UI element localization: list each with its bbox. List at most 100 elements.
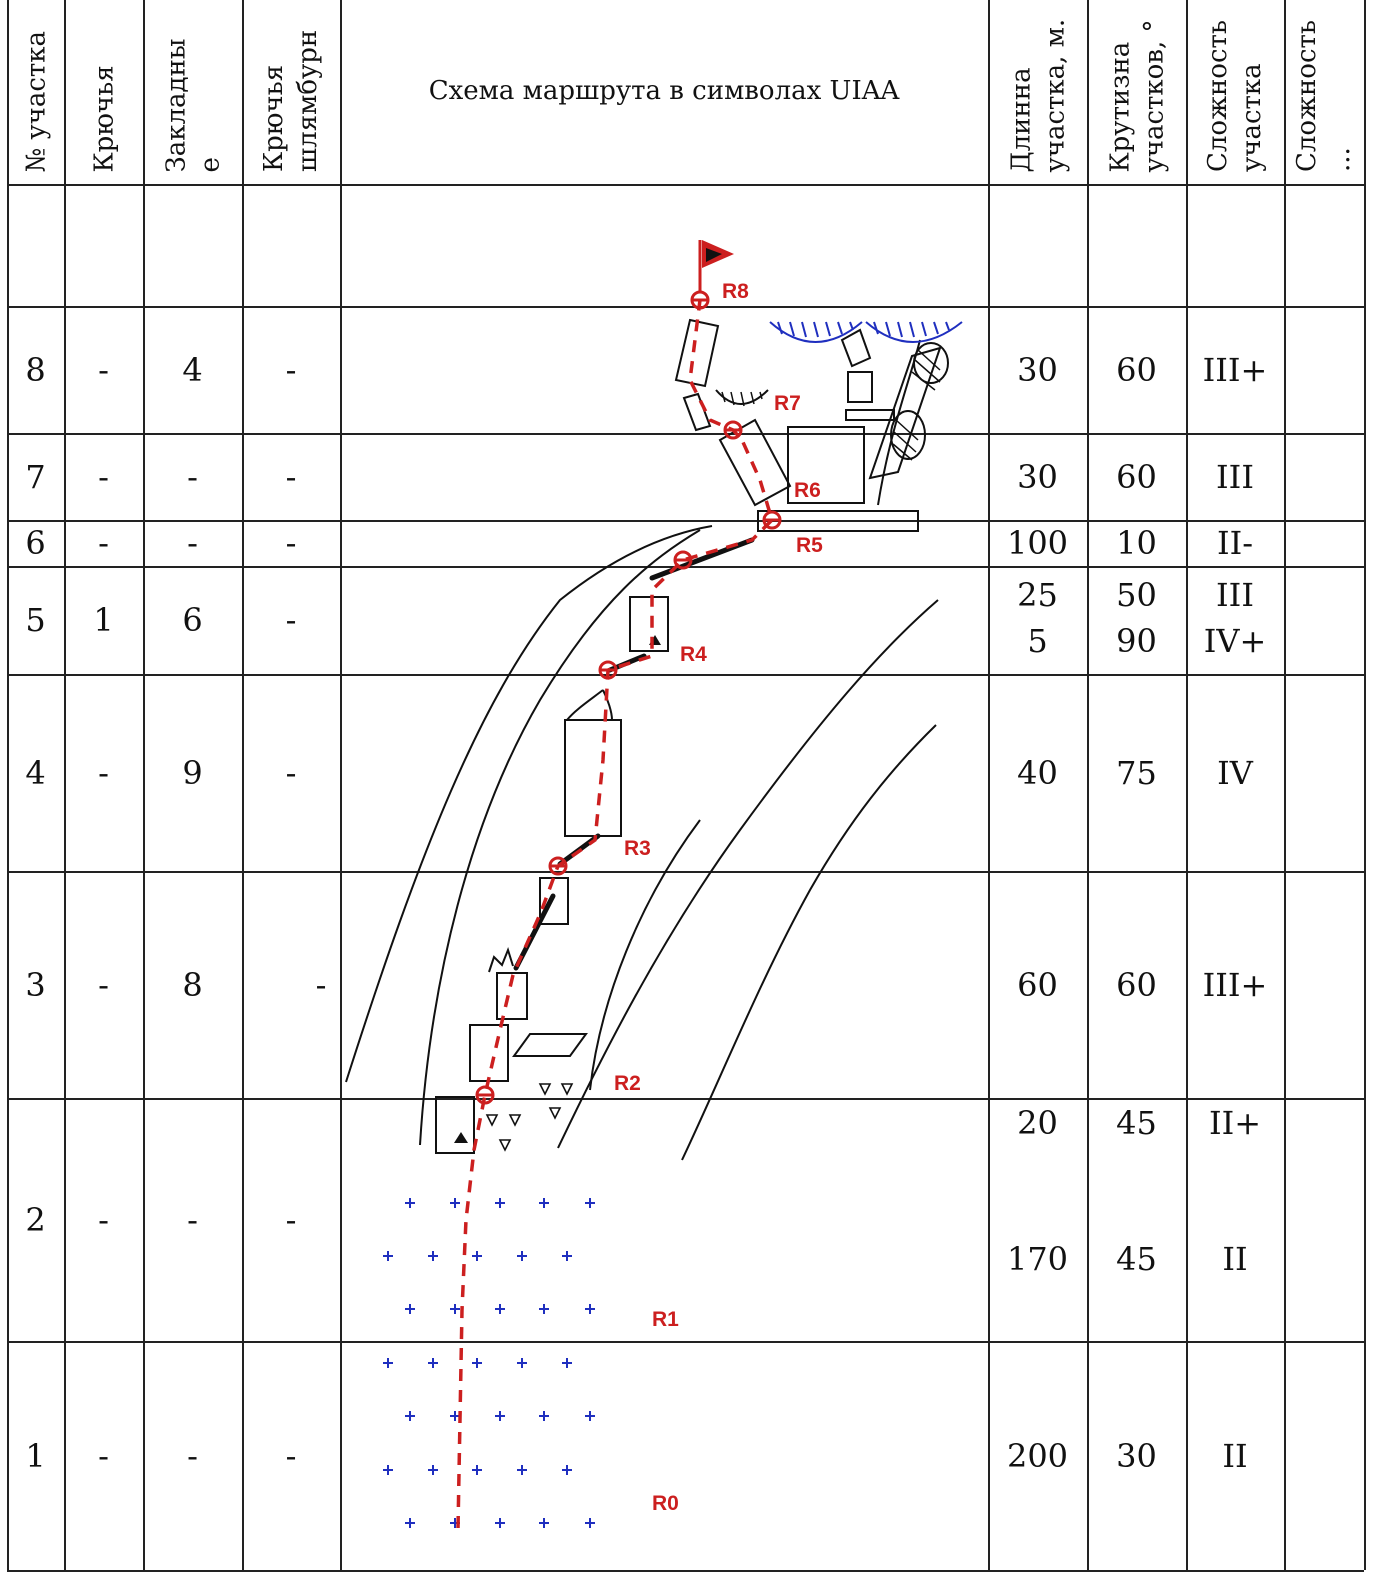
scree-plus [472, 1251, 482, 1261]
row-difficulty: IV [1217, 753, 1253, 792]
scree-plus [383, 1251, 393, 1261]
fixed-rope-segments [513, 537, 755, 971]
scree-plus [495, 1411, 505, 1421]
scree-plus [539, 1198, 549, 1208]
row-length: 30 [1017, 457, 1058, 496]
row-nuts: - [187, 457, 198, 496]
row-pitons: - [98, 1436, 109, 1475]
grid-line [988, 0, 990, 1570]
row-number: 3 [25, 965, 46, 1004]
rock-block [674, 318, 720, 388]
scree-plus [517, 1358, 527, 1368]
slope-curve [681, 724, 937, 1161]
scree-plus [517, 1251, 527, 1261]
grid-line [1364, 0, 1366, 1570]
row-difficulty: II- [1216, 524, 1254, 562]
row-pitons: - [98, 1200, 109, 1239]
scree-plus [383, 1358, 393, 1368]
grid-line [7, 1341, 1364, 1343]
belay-point-r7 [723, 420, 743, 440]
scree-plus [405, 1411, 415, 1421]
scree-plus [585, 1198, 595, 1208]
row-steepness: 45 [1116, 1104, 1157, 1142]
grid-line [7, 1570, 1364, 1572]
scree-plus [517, 1465, 527, 1475]
grid-line [1087, 0, 1089, 1570]
row-bolts: - [285, 457, 297, 496]
scree-plus [585, 1411, 595, 1421]
row-bolts: - [285, 524, 297, 562]
row-difficulty: II+ [1208, 1104, 1262, 1142]
row-difficulty: IV+ [1203, 622, 1267, 660]
header-scheme: Схема маршрута в символах UIAA [428, 76, 900, 106]
grid-line [7, 1098, 1364, 1100]
route-label-r1: R1 [652, 1308, 679, 1331]
row-steepness: 50 [1116, 576, 1157, 614]
rubble-triangle-icon [485, 1083, 574, 1152]
scree-plus [539, 1411, 549, 1421]
scree-plus [585, 1304, 595, 1314]
row-number: 2 [25, 1200, 46, 1239]
scree-plus [495, 1198, 505, 1208]
scree-plus [405, 1304, 415, 1314]
row-pitons: - [98, 350, 109, 389]
row-length: 25 [1017, 576, 1058, 614]
scree-plus [405, 1198, 415, 1208]
grid-line [7, 433, 1364, 435]
row-nuts: 4 [182, 350, 203, 389]
snow-cornice-icon [769, 321, 963, 343]
belay-points [475, 290, 782, 1105]
route-label-r3: R3 [624, 837, 651, 860]
slope-curve [419, 529, 701, 1146]
row-number: 4 [25, 753, 46, 792]
summit-flag-icon [698, 240, 734, 292]
ice-columns [868, 342, 949, 480]
rock-block [787, 426, 865, 504]
scree-plus [539, 1518, 549, 1528]
row-difficulty: II [1222, 1436, 1248, 1475]
route-line [456, 299, 774, 1529]
scree-plus [539, 1304, 549, 1314]
row-pitons: - [98, 457, 109, 496]
slab-shape [512, 1033, 588, 1057]
rock-block [435, 1096, 475, 1154]
grid-line [340, 0, 342, 1570]
row-number: 7 [25, 457, 46, 496]
rock-block [496, 972, 528, 1020]
row-length: 5 [1027, 622, 1048, 660]
rock-block [539, 877, 569, 925]
grid-line [1186, 0, 1188, 1570]
rock-block [682, 392, 712, 432]
scree-plus [383, 1465, 393, 1475]
scree-plus [562, 1251, 572, 1261]
row-steepness: 45 [1116, 1240, 1157, 1278]
row-number: 1 [25, 1436, 46, 1475]
scree-plus [428, 1465, 438, 1475]
rock-block [718, 418, 792, 507]
row-difficulty: III+ [1202, 350, 1268, 389]
slope-curve [557, 599, 939, 1149]
grid-line [7, 520, 1364, 522]
piton-marker-icon [454, 635, 661, 1143]
grid-line [7, 0, 9, 1570]
row-length: 100 [1006, 524, 1069, 562]
grid-line [242, 0, 244, 1570]
row-pitons: - [98, 965, 109, 1004]
crack-line [488, 947, 514, 973]
crack-line [566, 689, 604, 721]
row-bolts: - [285, 753, 297, 792]
row-difficulty: III+ [1202, 965, 1268, 1004]
row-steepness: 10 [1116, 524, 1157, 562]
row-bolts: - [285, 1436, 297, 1475]
row-steepness: 60 [1116, 965, 1157, 1004]
route-label-r5: R5 [796, 534, 823, 557]
row-length: 20 [1017, 1104, 1058, 1142]
ledge-bar [845, 409, 895, 421]
row-steepness: 75 [1116, 753, 1157, 792]
rock-block [469, 1024, 509, 1082]
belay-point-r2 [475, 1085, 495, 1105]
belay-point-r3 [548, 856, 568, 876]
rock-block [847, 371, 873, 403]
